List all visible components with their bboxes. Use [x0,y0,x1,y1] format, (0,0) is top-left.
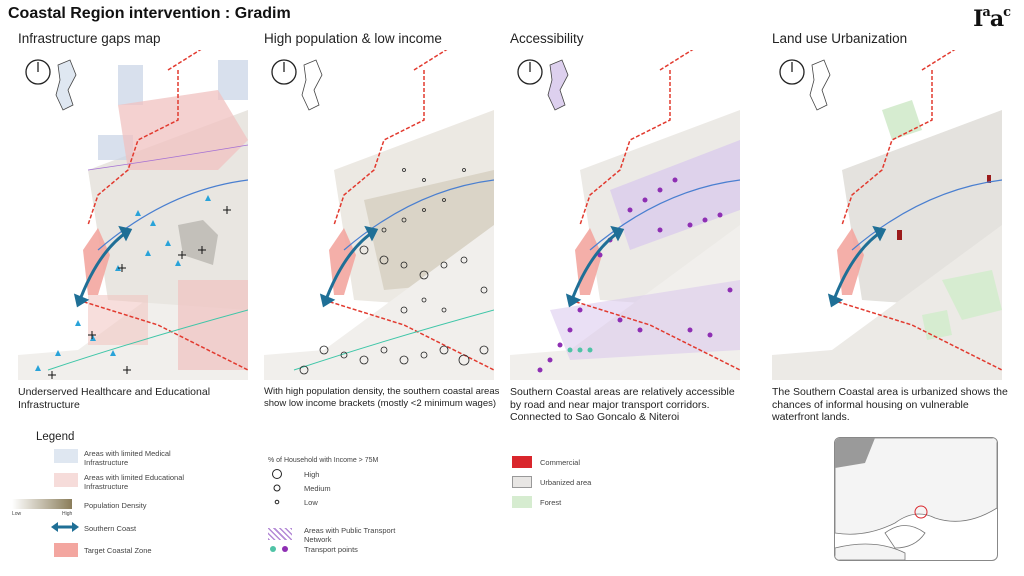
legend-high: High [304,470,320,479]
panel-caption: Underserved Healthcare and Educational I… [18,386,211,411]
legend-transport-network: Areas with Public Transport Network [304,526,396,544]
low-circle-icon [274,499,280,505]
coast-arrow [565,225,625,308]
coast-arrow [827,225,887,308]
panel-population-income: High population & low income [264,28,499,409]
panel-caption: Southern Coastal areas are relatively ac… [510,386,735,423]
panel-infrastructure-gaps: Infrastructure gaps map [18,28,248,411]
coast-arrow-icon [51,522,79,532]
coast-arrow [73,225,133,308]
land-use-map [772,50,1002,380]
high-circle-icon [272,469,282,479]
forest-swatch [512,496,532,508]
legend-educational: Areas with limited Educational Infrastru… [84,473,185,491]
panel-title: Accessibility [510,31,584,46]
panel-title: High population & low income [264,31,442,46]
legend-forest: Forest [540,498,562,507]
teal-transport-points [567,347,593,353]
transport-points [537,177,733,373]
legend-density-high: High [62,511,73,517]
educational-swatch [54,473,78,487]
location-map-graphic [835,438,997,560]
transport-network-swatch [268,528,292,540]
legend-target: Target Coastal Zone [84,546,152,555]
legend-density-low: Low [12,511,22,517]
population-income-map [264,50,494,380]
accessibility-map [510,50,740,380]
panel-title: Infrastructure gaps map [18,31,161,46]
medium-circle-icon [273,484,281,492]
transport-points-icon [270,546,288,552]
legend-low: Low [304,498,318,507]
target-swatch [54,543,78,557]
legend-income-title: % of Household with Income > 75M [268,457,379,464]
compass-inset [271,59,323,111]
infrastructure-gaps-map [18,50,248,380]
page-title: Coastal Region intervention : Gradim [8,5,291,22]
panel-accessibility: Accessibility [510,28,740,423]
compass-inset [779,59,831,111]
compass-inset [25,59,77,111]
compass-inset [517,59,569,111]
urbanized-swatch [512,476,532,488]
education-markers [48,206,231,379]
density-gradient [12,499,72,509]
panel-caption: With high population density, the southe… [264,386,500,409]
legend-density: Population Density [84,501,147,510]
panel-land-use: Land use Urbanization The Southern Coast… [772,28,1008,423]
panel-caption: The Southern Coastal area is urbanized s… [772,386,1008,423]
medical-swatch [54,449,78,463]
legend-coast: Southern Coast [84,524,137,533]
healthcare-markers [35,195,211,371]
map-base [18,50,248,380]
legend-urbanized: Urbanized area [540,478,592,487]
legend-medical: Areas with limited Medical Infrastructur… [84,449,171,467]
coast-arrow [319,225,379,308]
commercial-swatch [512,456,532,468]
legend-title: Legend [36,431,75,443]
panel-title: Land use Urbanization [772,31,908,46]
legend-transport-points: Transport points [304,545,358,554]
location-map [834,437,998,561]
income-circles [299,168,489,375]
legend-medium: Medium [304,484,331,493]
iaac-logo: Iaac [973,4,1011,32]
legend-commercial: Commercial [540,458,581,467]
